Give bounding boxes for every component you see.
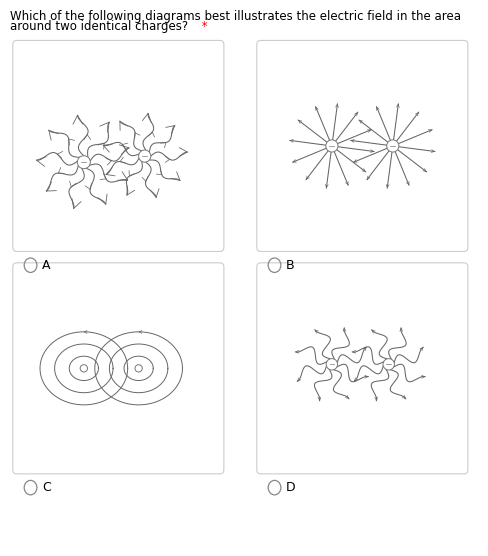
Text: B: B: [286, 259, 295, 272]
FancyBboxPatch shape: [13, 41, 224, 251]
Circle shape: [326, 359, 338, 370]
Text: C: C: [42, 481, 51, 494]
Text: *: *: [198, 20, 207, 33]
Circle shape: [383, 359, 394, 370]
Circle shape: [139, 150, 151, 162]
Circle shape: [77, 156, 90, 168]
FancyBboxPatch shape: [257, 41, 468, 251]
Text: D: D: [286, 481, 296, 494]
Text: around two identical charges?: around two identical charges?: [10, 20, 188, 33]
Circle shape: [80, 365, 87, 372]
Text: A: A: [42, 259, 51, 272]
FancyBboxPatch shape: [13, 263, 224, 474]
FancyBboxPatch shape: [257, 263, 468, 474]
Circle shape: [326, 140, 338, 152]
Circle shape: [135, 365, 142, 372]
Text: Which of the following diagrams best illustrates the electric field in the area: Which of the following diagrams best ill…: [10, 10, 461, 23]
Circle shape: [386, 140, 399, 152]
